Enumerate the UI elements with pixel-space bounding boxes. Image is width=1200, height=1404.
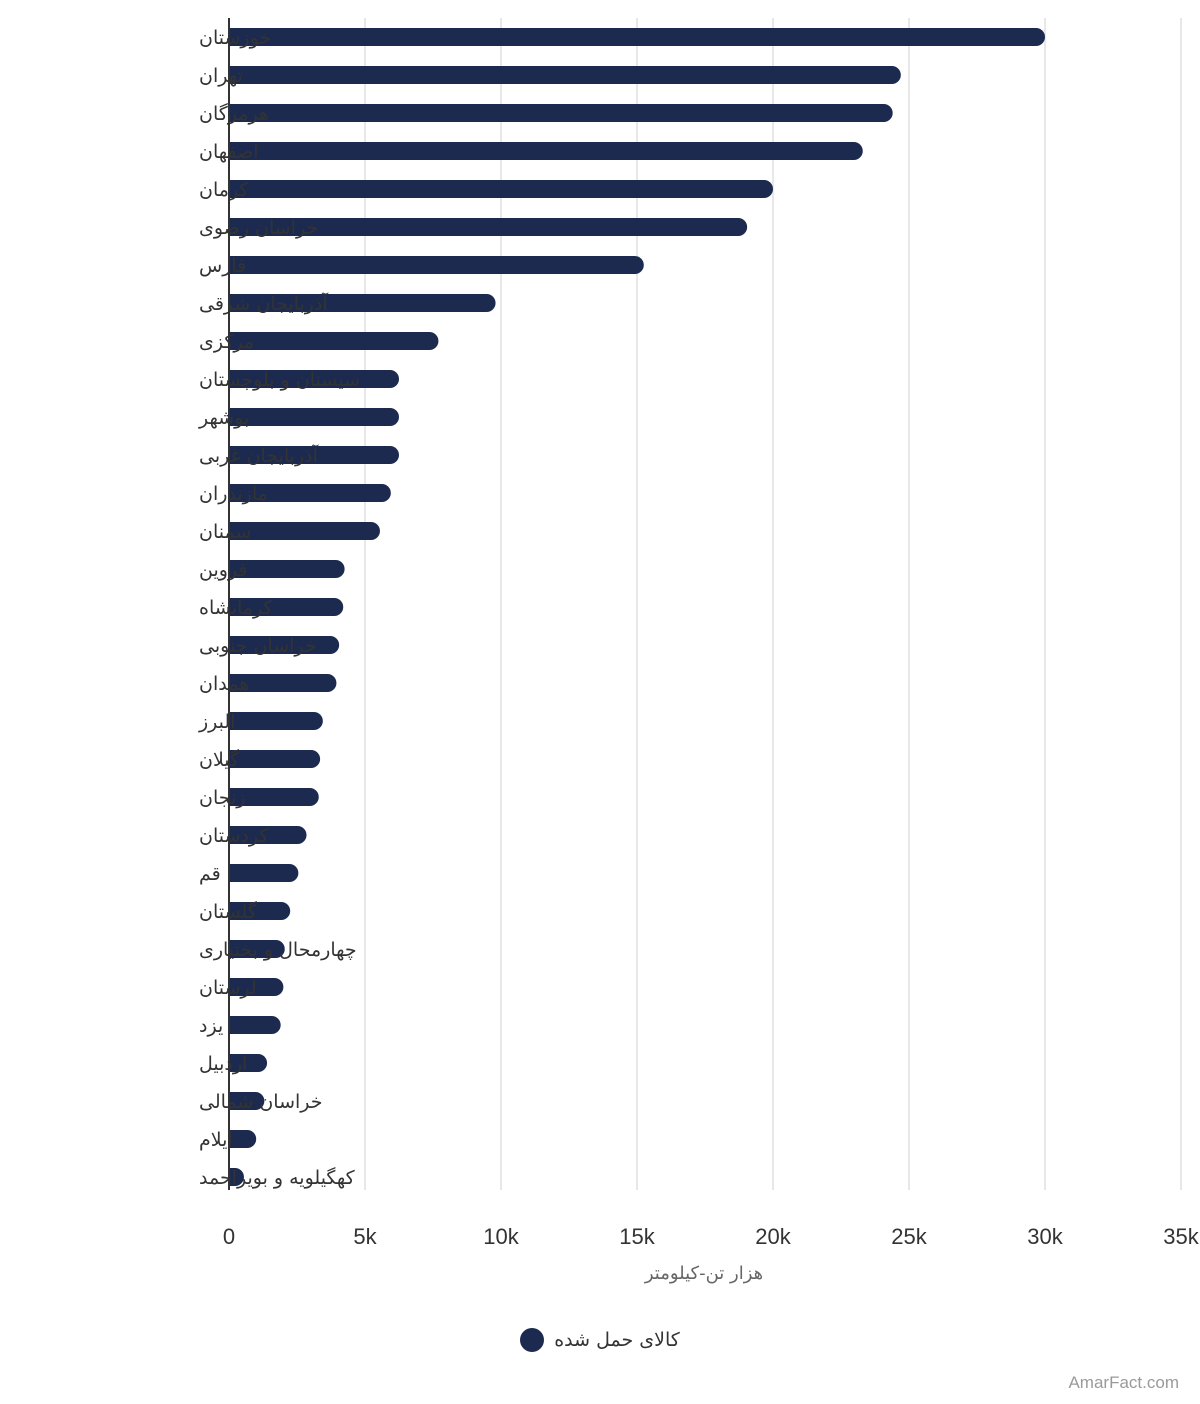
category-label: آذربایجان شرقی <box>199 291 328 315</box>
category-label: کرمانشاه <box>199 597 273 619</box>
bar[interactable] <box>229 408 399 426</box>
credit-link[interactable]: AmarFact.com <box>1068 1373 1179 1392</box>
legend-swatch-icon <box>520 1328 545 1352</box>
category-label: همدان <box>199 673 249 695</box>
category-label: چهارمحال و بختیاری <box>199 939 357 961</box>
category-label: خراسان رضوی <box>199 217 318 239</box>
bar[interactable] <box>229 560 345 578</box>
category-label: کهگیلویه و بویراحمد <box>199 1166 356 1189</box>
bar[interactable] <box>229 750 321 768</box>
category-label: خراسان شمالی <box>199 1091 323 1113</box>
category-label: آذربایجان غربی <box>199 443 319 467</box>
bar[interactable] <box>229 256 644 274</box>
bar[interactable] <box>229 864 299 882</box>
category-label: ایلام <box>199 1129 233 1151</box>
bar[interactable] <box>229 332 439 350</box>
x-tick-label: 35k <box>1163 1224 1199 1249</box>
x-tick-label: 0 <box>223 1224 235 1249</box>
bar[interactable] <box>229 104 893 122</box>
category-label: مرکزی <box>199 331 254 353</box>
bar[interactable] <box>229 636 340 654</box>
bar[interactable] <box>229 142 863 160</box>
category-label: البرز <box>198 711 235 733</box>
category-label: تهران <box>199 65 243 87</box>
bar[interactable] <box>229 294 496 312</box>
category-label: فارس <box>199 255 246 277</box>
category-label: گلستان <box>199 900 258 923</box>
x-tick-labels: 0 5k 10k 15k 20k 25k 30k 35k <box>223 1224 1200 1249</box>
category-label: قم <box>199 863 221 885</box>
bar[interactable] <box>229 370 399 388</box>
category-label: مازندران <box>199 483 268 505</box>
bar[interactable] <box>229 826 307 844</box>
category-label: سیستان و بلوچستان <box>199 369 360 391</box>
bar[interactable] <box>229 66 901 84</box>
bar[interactable] <box>229 598 344 616</box>
x-tick-label: 15k <box>619 1224 655 1249</box>
bar[interactable] <box>229 902 291 920</box>
x-tick-label: 5k <box>353 1224 377 1249</box>
category-label: زنجان <box>199 787 245 809</box>
x-tick-label: 20k <box>755 1224 791 1249</box>
bar[interactable] <box>229 180 773 198</box>
x-tick-label: 30k <box>1027 1224 1063 1249</box>
x-axis-title: هزار تن-کیلومتر <box>644 1263 763 1284</box>
category-label: سمنان <box>199 521 251 543</box>
category-label: اصفهان <box>199 141 259 163</box>
bar[interactable] <box>229 978 284 996</box>
bar[interactable] <box>229 1054 268 1072</box>
x-tick-label: 25k <box>891 1224 927 1249</box>
bar[interactable] <box>229 484 391 502</box>
bar[interactable] <box>229 28 1045 46</box>
category-label: اردبیل <box>199 1053 247 1075</box>
bar[interactable] <box>229 940 285 958</box>
bar[interactable] <box>229 446 399 464</box>
bar[interactable] <box>229 218 748 236</box>
bar[interactable] <box>229 1092 265 1110</box>
legend[interactable]: کالای حمل شده <box>0 1326 1200 1354</box>
category-labels: خوزستان تهران هرمزگان اصفهان کرمان خراسان رضو… <box>198 27 360 1189</box>
category-label: کرمان <box>199 179 249 201</box>
category-label: یزد <box>199 1015 223 1037</box>
bars <box>229 28 1045 1186</box>
category-label: خراسان جنوبی <box>199 635 317 657</box>
category-label: هرمزگان <box>199 102 269 125</box>
category-label: لرستان <box>199 977 257 999</box>
legend-label: کالای حمل شده <box>554 1329 680 1351</box>
bar[interactable] <box>229 674 337 692</box>
bar[interactable] <box>229 1130 257 1148</box>
bar[interactable] <box>229 1168 244 1186</box>
bar[interactable] <box>229 788 319 806</box>
category-label: خوزستان <box>199 27 271 49</box>
bar[interactable] <box>229 522 380 540</box>
bar[interactable] <box>229 712 323 730</box>
category-label: بوشهر <box>198 407 249 429</box>
x-tick-label: 10k <box>483 1224 519 1249</box>
category-label: قزوین <box>199 559 248 581</box>
category-label: کردستان <box>199 825 269 847</box>
gridlines <box>364 18 1182 1190</box>
bar[interactable] <box>229 1016 281 1034</box>
category-label: گیلان <box>199 748 240 771</box>
